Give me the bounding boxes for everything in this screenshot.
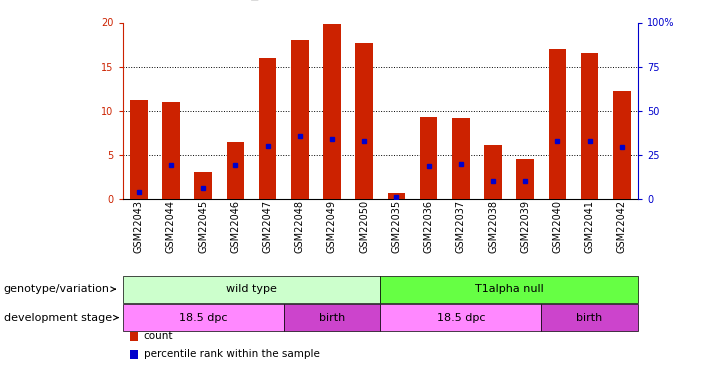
Bar	[380, 304, 541, 331]
Bar	[549, 49, 566, 199]
Bar	[541, 304, 638, 331]
Text: wild type: wild type	[226, 284, 277, 294]
Bar	[517, 159, 534, 199]
Bar	[291, 40, 308, 199]
Bar	[162, 102, 180, 199]
Bar	[484, 145, 502, 199]
Text: development stage: development stage	[4, 313, 118, 322]
Bar	[123, 304, 284, 331]
Bar	[130, 332, 138, 340]
Bar	[194, 172, 212, 199]
Text: T1alpha null: T1alpha null	[475, 284, 543, 294]
Text: genotype/variation: genotype/variation	[4, 284, 116, 294]
Bar	[580, 53, 599, 199]
Text: birth: birth	[319, 313, 345, 322]
Bar	[613, 91, 631, 199]
Text: 18.5 dpc: 18.5 dpc	[437, 313, 485, 322]
Bar	[284, 304, 380, 331]
Bar	[259, 58, 276, 199]
Bar	[123, 276, 381, 303]
Bar	[380, 276, 638, 303]
Bar	[420, 117, 437, 199]
Text: percentile rank within the sample: percentile rank within the sample	[144, 350, 320, 359]
Bar	[130, 350, 138, 358]
Bar	[323, 24, 341, 199]
Bar	[388, 193, 405, 199]
Text: count: count	[144, 332, 173, 341]
Text: 18.5 dpc: 18.5 dpc	[179, 313, 227, 322]
Bar	[226, 142, 244, 199]
Text: birth: birth	[576, 313, 603, 322]
Bar	[452, 118, 470, 199]
Bar	[130, 100, 148, 199]
Bar	[355, 43, 373, 199]
